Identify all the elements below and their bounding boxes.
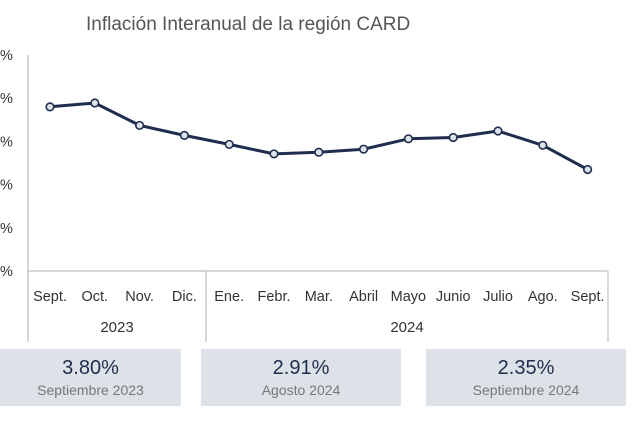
series-markers <box>45 98 593 175</box>
data-point <box>224 139 234 150</box>
x-axis-category-labels: Sept. Oct. Nov. Dic. Ene. Febr. Mar. Abril Mayo J… <box>33 289 604 305</box>
data-point <box>403 134 414 144</box>
highlight-label: Septiembre 2024 <box>472 381 580 398</box>
highlight-label: Agosto 2024 <box>261 381 341 398</box>
data-point <box>493 126 503 136</box>
y-tick-label: % <box>0 134 13 150</box>
x-tick-label: Sept. <box>571 289 605 305</box>
x-tick-label: Febr. <box>257 289 290 305</box>
x-tick-label: Nov. <box>125 289 154 305</box>
year-label: 2024 <box>390 319 423 336</box>
data-point <box>448 132 458 143</box>
data-point <box>269 149 279 159</box>
x-tick-label: Oct. <box>82 289 109 305</box>
x-axis-year-labels: 2023 2024 <box>100 319 423 336</box>
y-tick-label: % <box>0 48 13 64</box>
highlight-label: Septiembre 2023 <box>37 381 144 398</box>
x-tick-label: Junio <box>436 289 471 305</box>
y-axis-ticks: %%%%%% <box>0 48 13 280</box>
data-point <box>359 144 369 154</box>
data-point <box>314 147 324 157</box>
data-point <box>179 130 189 140</box>
series-line <box>48 101 590 171</box>
chart-title: Inflación Interanual de la región CARD <box>86 14 410 35</box>
x-tick-label: Mar. <box>305 289 333 305</box>
x-tick-label: Sept. <box>33 289 67 305</box>
y-tick-label: % <box>0 178 13 194</box>
highlight-card-aug-2024: 2.91% Agosto 2024 <box>201 349 401 406</box>
data-point <box>135 120 145 131</box>
year-label: 2023 <box>100 319 133 336</box>
x-tick-label: Abril <box>349 289 378 305</box>
highlight-value: 3.80% <box>62 356 119 379</box>
x-tick-label: Ene. <box>214 289 244 305</box>
highlight-value: 2.91% <box>272 356 330 379</box>
x-tick-label: Julio <box>483 289 513 305</box>
highlight-value: 2.35% <box>497 356 555 379</box>
data-point <box>582 164 593 175</box>
highlight-card-sep-2023: 3.80% Septiembre 2023 <box>0 349 181 406</box>
data-point <box>90 98 100 108</box>
data-point <box>538 140 548 150</box>
y-tick-label: % <box>0 221 13 237</box>
x-tick-label: Dic. <box>172 289 197 305</box>
y-tick-label: % <box>0 264 13 280</box>
x-tick-label: Mayo <box>391 289 426 305</box>
highlight-card-sep-2024: 2.35% Septiembre 2024 <box>426 349 626 406</box>
x-tick-label: Ago. <box>528 289 558 305</box>
data-point <box>45 102 55 112</box>
y-tick-label: % <box>0 91 13 107</box>
